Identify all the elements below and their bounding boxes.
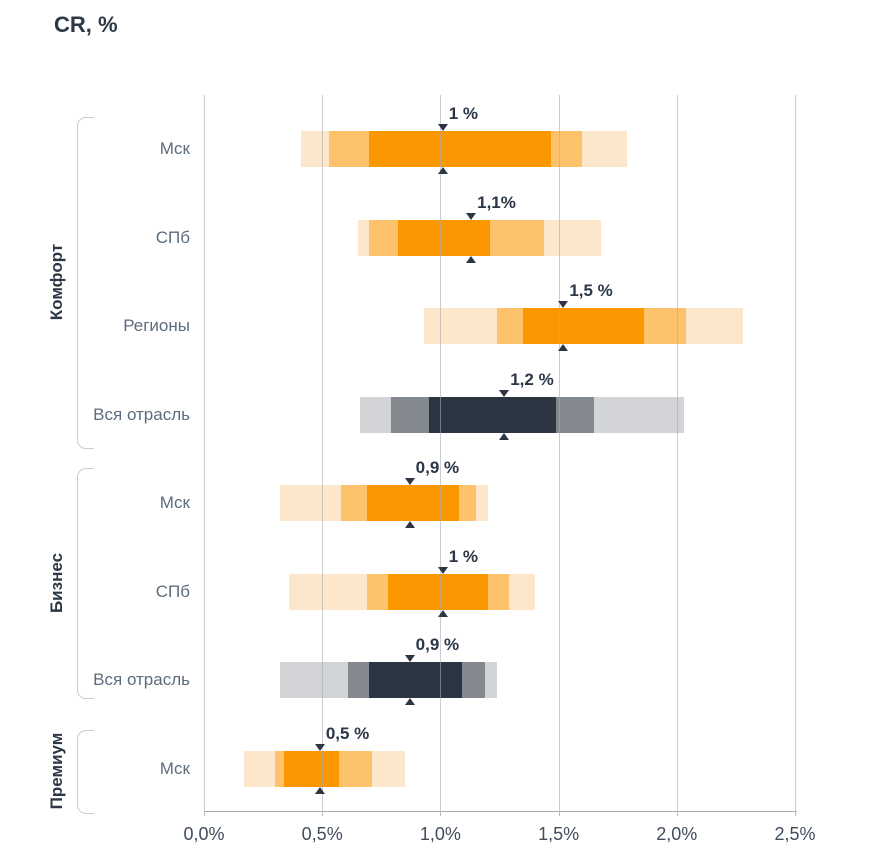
gridline-0,0% — [204, 95, 205, 811]
range-band-inner — [428, 396, 557, 433]
range-band-inner — [369, 662, 462, 698]
row-label-2: СПб — [155, 227, 190, 247]
range-band-inner — [367, 485, 460, 521]
marker-triangle-up — [404, 521, 415, 528]
row-label-7: Вся отрасль — [93, 670, 190, 689]
marker-triangle-up — [499, 432, 510, 440]
group-bracket-2 — [77, 468, 94, 699]
x-axis-tick — [440, 811, 442, 816]
marker-value-label: 1,5 % — [569, 281, 613, 300]
x-axis-tick-label: 2,5% — [774, 824, 816, 844]
gridline-2,0% — [676, 95, 678, 811]
row-label-5: Мск — [159, 493, 190, 512]
marker-triangle-down — [499, 389, 510, 397]
range-band-inner — [284, 750, 339, 787]
marker-value-label: 0,5 % — [325, 723, 370, 743]
group-label-1: Комфорт — [47, 243, 66, 321]
marker-triangle-down — [558, 301, 569, 308]
marker-triangle-up — [404, 698, 415, 705]
range-band-inner — [388, 573, 488, 610]
marker-triangle-down — [437, 124, 448, 131]
group-label-2: Бизнес — [47, 552, 66, 613]
x-axis-tick — [795, 811, 796, 816]
x-axis-line — [204, 811, 797, 812]
gridline-1,5% — [558, 95, 560, 811]
marker-triangle-up — [437, 167, 448, 174]
x-axis-tick — [322, 811, 324, 816]
marker-triangle-down — [314, 743, 325, 751]
marker-value-label: 1,2 % — [510, 369, 554, 389]
marker-triangle-down — [404, 478, 415, 485]
x-axis-tick — [676, 811, 678, 816]
marker-value-label: 1 % — [448, 104, 479, 123]
x-axis-tick-label: 0,0% — [183, 824, 225, 844]
row-label-6: СПб — [155, 581, 190, 601]
marker-triangle-up — [314, 786, 325, 794]
marker-value-label: 1,1% — [477, 192, 516, 212]
gridline-2,5% — [795, 95, 796, 811]
marker-triangle-down — [466, 212, 477, 220]
row-label-1: Мск — [159, 139, 190, 158]
marker-value-label: 0,9 % — [415, 458, 460, 477]
gridline-1,0% — [440, 95, 442, 811]
marker-triangle-down — [437, 566, 448, 574]
x-axis-tick-label: 0,5% — [301, 824, 343, 844]
x-axis-tick-label: 1,0% — [419, 824, 461, 844]
group-label-3: Премиум — [47, 732, 66, 810]
marker-triangle-up — [558, 344, 569, 351]
gridline-0,5% — [322, 95, 324, 811]
range-band-inner — [397, 219, 491, 256]
range-band-inner — [369, 131, 552, 167]
marker-triangle-up — [437, 609, 448, 617]
marker-triangle-down — [404, 655, 415, 662]
range-band-inner — [523, 308, 644, 344]
chart-title: CR, % — [54, 12, 118, 37]
marker-value-label: 0,9 % — [415, 635, 460, 654]
x-axis-tick — [558, 811, 560, 816]
marker-triangle-up — [466, 255, 477, 263]
group-bracket-3 — [77, 730, 94, 814]
row-label-3: Регионы — [123, 316, 190, 335]
x-axis-tick-label: 1,5% — [538, 824, 580, 844]
x-axis-tick-label: 2,0% — [656, 824, 698, 844]
marker-value-label: 1 % — [448, 546, 479, 566]
group-bracket-1 — [77, 117, 94, 449]
x-axis-tick — [204, 811, 205, 816]
row-label-4: Вся отрасль — [93, 404, 190, 424]
row-label-8: Мск — [159, 758, 190, 778]
